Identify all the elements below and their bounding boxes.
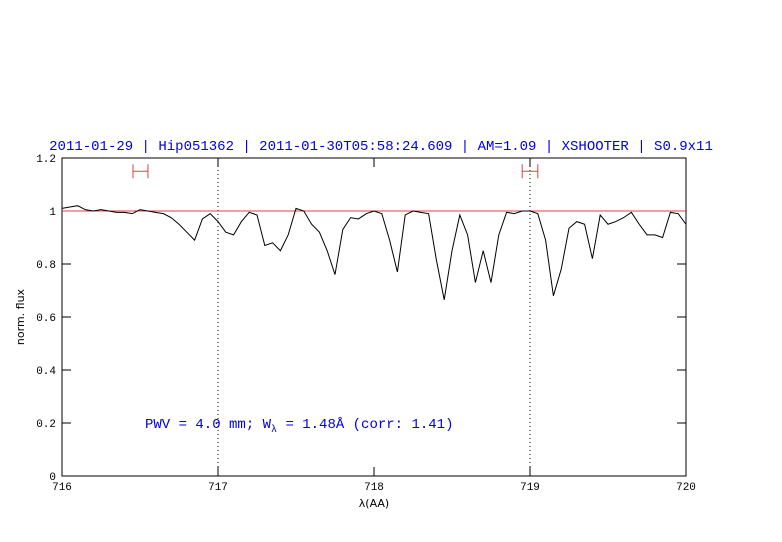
y-tick-label: 1 [49, 207, 56, 219]
x-tick-label: 717 [208, 482, 228, 494]
y-tick-label: 0.6 [36, 313, 56, 325]
annotation-part: = 1.48Å (corr: 1.41) [277, 416, 453, 433]
annotation-part: PWV = 4.0 mm; W [145, 417, 272, 433]
y-axis-label: norm. flux [14, 288, 27, 345]
x-tick-label: 716 [52, 482, 72, 494]
annotation: PWV = 4.0 mm; Wλ = 1.48Å (corr: 1.41) [145, 416, 453, 436]
y-tick-label: 0.2 [36, 419, 56, 431]
x-axis-label: λ(AA) [359, 497, 389, 510]
chart-title: 2011-01-29 | Hip051362 | 2011-01-30T05:5… [49, 139, 713, 155]
annotation-subscript: λ [271, 424, 277, 436]
x-tick-label: 718 [364, 482, 384, 494]
y-tick-label: 0.8 [36, 260, 56, 272]
x-tick-label: 720 [676, 482, 696, 494]
spectrum-line [61, 205, 687, 300]
y-tick-label: 0 [49, 472, 56, 484]
y-tick-label: 1.2 [36, 154, 56, 166]
x-tick-label: 719 [520, 482, 540, 494]
y-tick-label: 0.4 [36, 366, 56, 378]
